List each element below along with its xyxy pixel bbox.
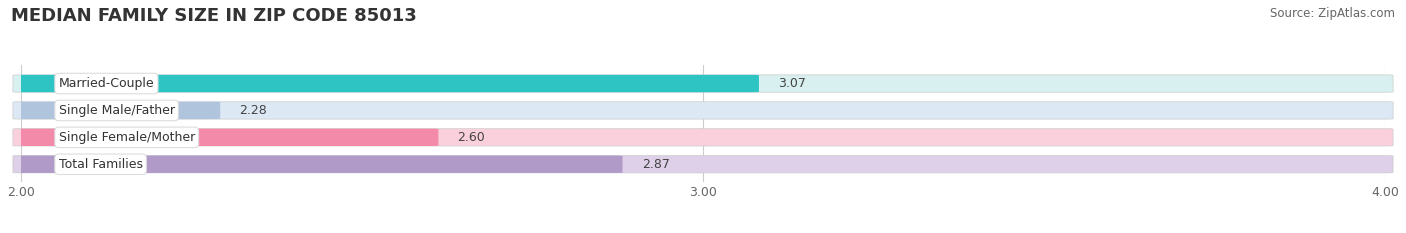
Text: 3.07: 3.07 (778, 77, 806, 90)
Text: Single Female/Mother: Single Female/Mother (59, 131, 195, 144)
FancyBboxPatch shape (13, 102, 221, 119)
FancyBboxPatch shape (13, 129, 1393, 146)
FancyBboxPatch shape (13, 156, 623, 173)
Text: Source: ZipAtlas.com: Source: ZipAtlas.com (1270, 7, 1395, 20)
Text: 2.87: 2.87 (641, 158, 669, 171)
FancyBboxPatch shape (13, 129, 439, 146)
FancyBboxPatch shape (13, 156, 1393, 173)
Text: Married-Couple: Married-Couple (59, 77, 155, 90)
Text: Total Families: Total Families (59, 158, 142, 171)
FancyBboxPatch shape (13, 102, 1393, 119)
FancyBboxPatch shape (13, 75, 759, 92)
FancyBboxPatch shape (13, 75, 1393, 92)
Text: Single Male/Father: Single Male/Father (59, 104, 174, 117)
Text: MEDIAN FAMILY SIZE IN ZIP CODE 85013: MEDIAN FAMILY SIZE IN ZIP CODE 85013 (11, 7, 418, 25)
Text: 2.60: 2.60 (457, 131, 485, 144)
Text: 2.28: 2.28 (239, 104, 267, 117)
